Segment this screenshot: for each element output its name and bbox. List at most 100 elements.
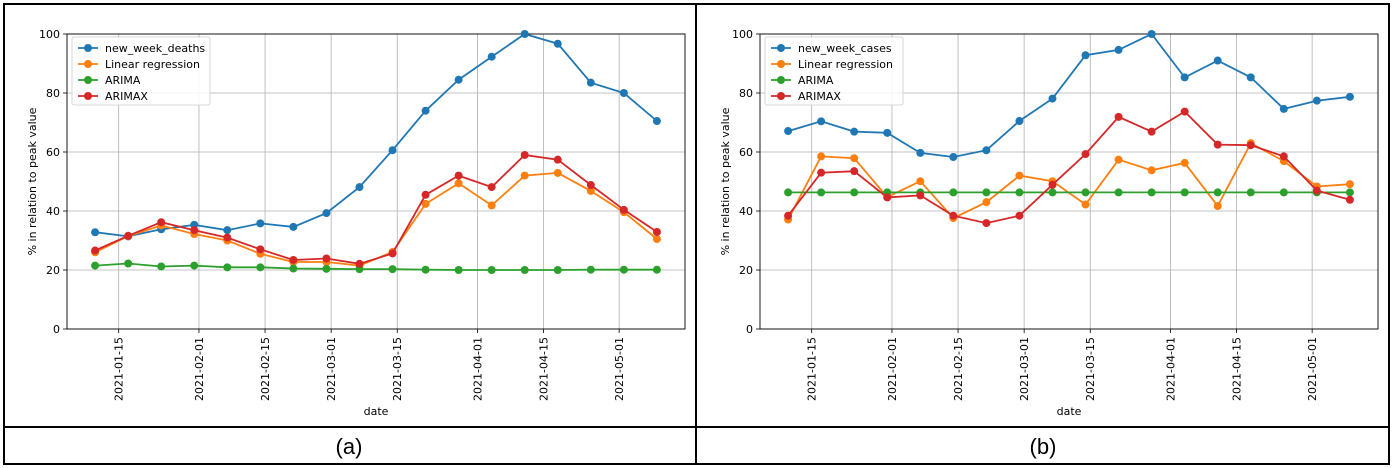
- data-point-arimax: [553, 155, 562, 164]
- chart-b: 0 20 40 60 80 100 2021-01-15 2021-02-01 2021-02-…: [719, 28, 1379, 418]
- data-point-arima: [421, 265, 430, 274]
- legend-swatch-marker: [777, 92, 785, 100]
- data-point-new-week-deaths: [91, 228, 100, 237]
- data-point-arimax: [1180, 107, 1189, 116]
- data-point-arima: [553, 266, 562, 274]
- data-point-new-week-cases: [1213, 56, 1222, 65]
- data-point-new-week-deaths: [487, 52, 496, 61]
- data-point-arimax: [421, 190, 430, 199]
- data-point-arimax: [916, 191, 925, 200]
- data-point-arima: [322, 264, 331, 273]
- y-tick-label: 80: [46, 87, 60, 100]
- data-point-new-week-cases: [1180, 73, 1189, 82]
- data-point-arimax: [1213, 140, 1222, 149]
- y-tick-label: 0: [746, 323, 753, 336]
- data-point-arimax: [784, 211, 793, 220]
- data-point-arima: [91, 261, 100, 270]
- data-point-arima: [1081, 188, 1090, 197]
- data-point-arimax: [520, 150, 529, 159]
- series-line-arimax: [94, 154, 658, 265]
- data-point-linear-regression: [817, 152, 826, 161]
- x-tick-label: 2021-04-01: [1165, 337, 1178, 401]
- data-point-new-week-deaths: [619, 89, 628, 97]
- legend-box: [764, 36, 904, 106]
- plot-frame: [66, 33, 686, 330]
- data-point-arimax: [1081, 150, 1090, 159]
- x-tick-label: 2021-01-15: [113, 337, 126, 401]
- legend-label: ARIMAX: [105, 90, 148, 103]
- data-point-arimax: [1015, 211, 1024, 220]
- data-point-arimax: [223, 233, 232, 242]
- data-point-arima: [520, 266, 529, 274]
- x-tick-label: 2021-05-01: [1306, 337, 1319, 401]
- legend-label: new_week_cases: [798, 42, 892, 55]
- data-point-arima: [256, 263, 265, 272]
- data-point-arimax: [454, 171, 463, 180]
- panel-label-a: (a): [335, 434, 363, 459]
- data-point-arima: [289, 264, 298, 273]
- data-point-arima: [586, 265, 595, 274]
- data-point-new-week-cases: [883, 128, 892, 137]
- x-tick-label: 2021-04-15: [538, 337, 551, 401]
- data-point-new-week-deaths: [223, 226, 232, 235]
- legend-swatch-marker: [84, 44, 92, 52]
- series-line-linear-regression: [94, 171, 658, 267]
- label-row-divider: [3, 426, 1390, 428]
- data-point-new-week-cases: [1114, 45, 1123, 54]
- y-tick-label: 80: [739, 87, 753, 100]
- x-tick-label: 2021-03-01: [1018, 337, 1031, 401]
- data-point-arimax: [949, 211, 958, 220]
- data-point-new-week-deaths: [355, 183, 364, 192]
- data-point-arima: [817, 188, 826, 197]
- data-point-arima: [784, 188, 793, 197]
- data-point-arimax: [355, 259, 364, 268]
- panel-divider: [695, 3, 697, 465]
- data-point-arimax: [619, 205, 628, 214]
- legend-box: [71, 36, 211, 106]
- legend-swatch-marker: [777, 76, 785, 84]
- data-point-new-week-cases: [1246, 73, 1255, 82]
- data-point-arima: [1246, 188, 1255, 197]
- data-point-linear-regression: [454, 179, 463, 188]
- series-line-new-week-deaths: [94, 33, 658, 238]
- data-point-arima: [1213, 188, 1222, 197]
- legend-swatch-marker: [84, 60, 92, 68]
- data-point-arimax: [652, 227, 661, 236]
- legend-swatch-marker: [777, 44, 785, 52]
- data-point-new-week-cases: [850, 127, 859, 136]
- series-line-linear-regression: [787, 141, 1350, 221]
- data-point-new-week-cases: [949, 153, 958, 162]
- x-tick-label: 2021-02-01: [193, 337, 206, 401]
- x-axis-label: date: [364, 405, 389, 418]
- y-axis-label: % in relation to peak value: [26, 107, 39, 255]
- data-point-arimax: [817, 168, 826, 177]
- data-point-linear-regression: [520, 171, 529, 180]
- y-tick-label: 40: [46, 205, 60, 218]
- data-point-new-week-deaths: [322, 209, 331, 218]
- data-point-arimax: [289, 255, 298, 264]
- x-tick-label: 2021-05-01: [613, 337, 626, 401]
- data-point-new-week-deaths: [388, 146, 397, 155]
- data-point-arimax: [91, 246, 100, 255]
- data-point-linear-regression: [487, 201, 496, 210]
- data-point-arimax: [1114, 112, 1123, 121]
- data-point-arima: [619, 265, 628, 274]
- data-point-linear-regression: [586, 186, 595, 195]
- data-point-arima: [124, 259, 133, 268]
- series-line-arima: [95, 262, 657, 271]
- data-point-arimax: [883, 193, 892, 202]
- data-point-linear-regression: [1015, 171, 1024, 180]
- data-point-arimax: [1048, 180, 1057, 189]
- data-point-arima: [1279, 188, 1288, 197]
- data-point-new-week-cases: [1279, 104, 1288, 113]
- y-tick-label: 60: [739, 146, 753, 159]
- legend-swatch-marker: [777, 60, 785, 68]
- data-point-linear-regression: [421, 199, 430, 208]
- data-point-new-week-deaths: [652, 117, 661, 126]
- data-point-arima: [850, 188, 859, 197]
- data-point-new-week-deaths: [553, 39, 562, 48]
- data-point-linear-regression: [652, 235, 661, 244]
- data-point-arima: [157, 262, 166, 271]
- x-tick-label: 2021-01-15: [806, 337, 819, 401]
- data-point-arima: [1345, 188, 1354, 197]
